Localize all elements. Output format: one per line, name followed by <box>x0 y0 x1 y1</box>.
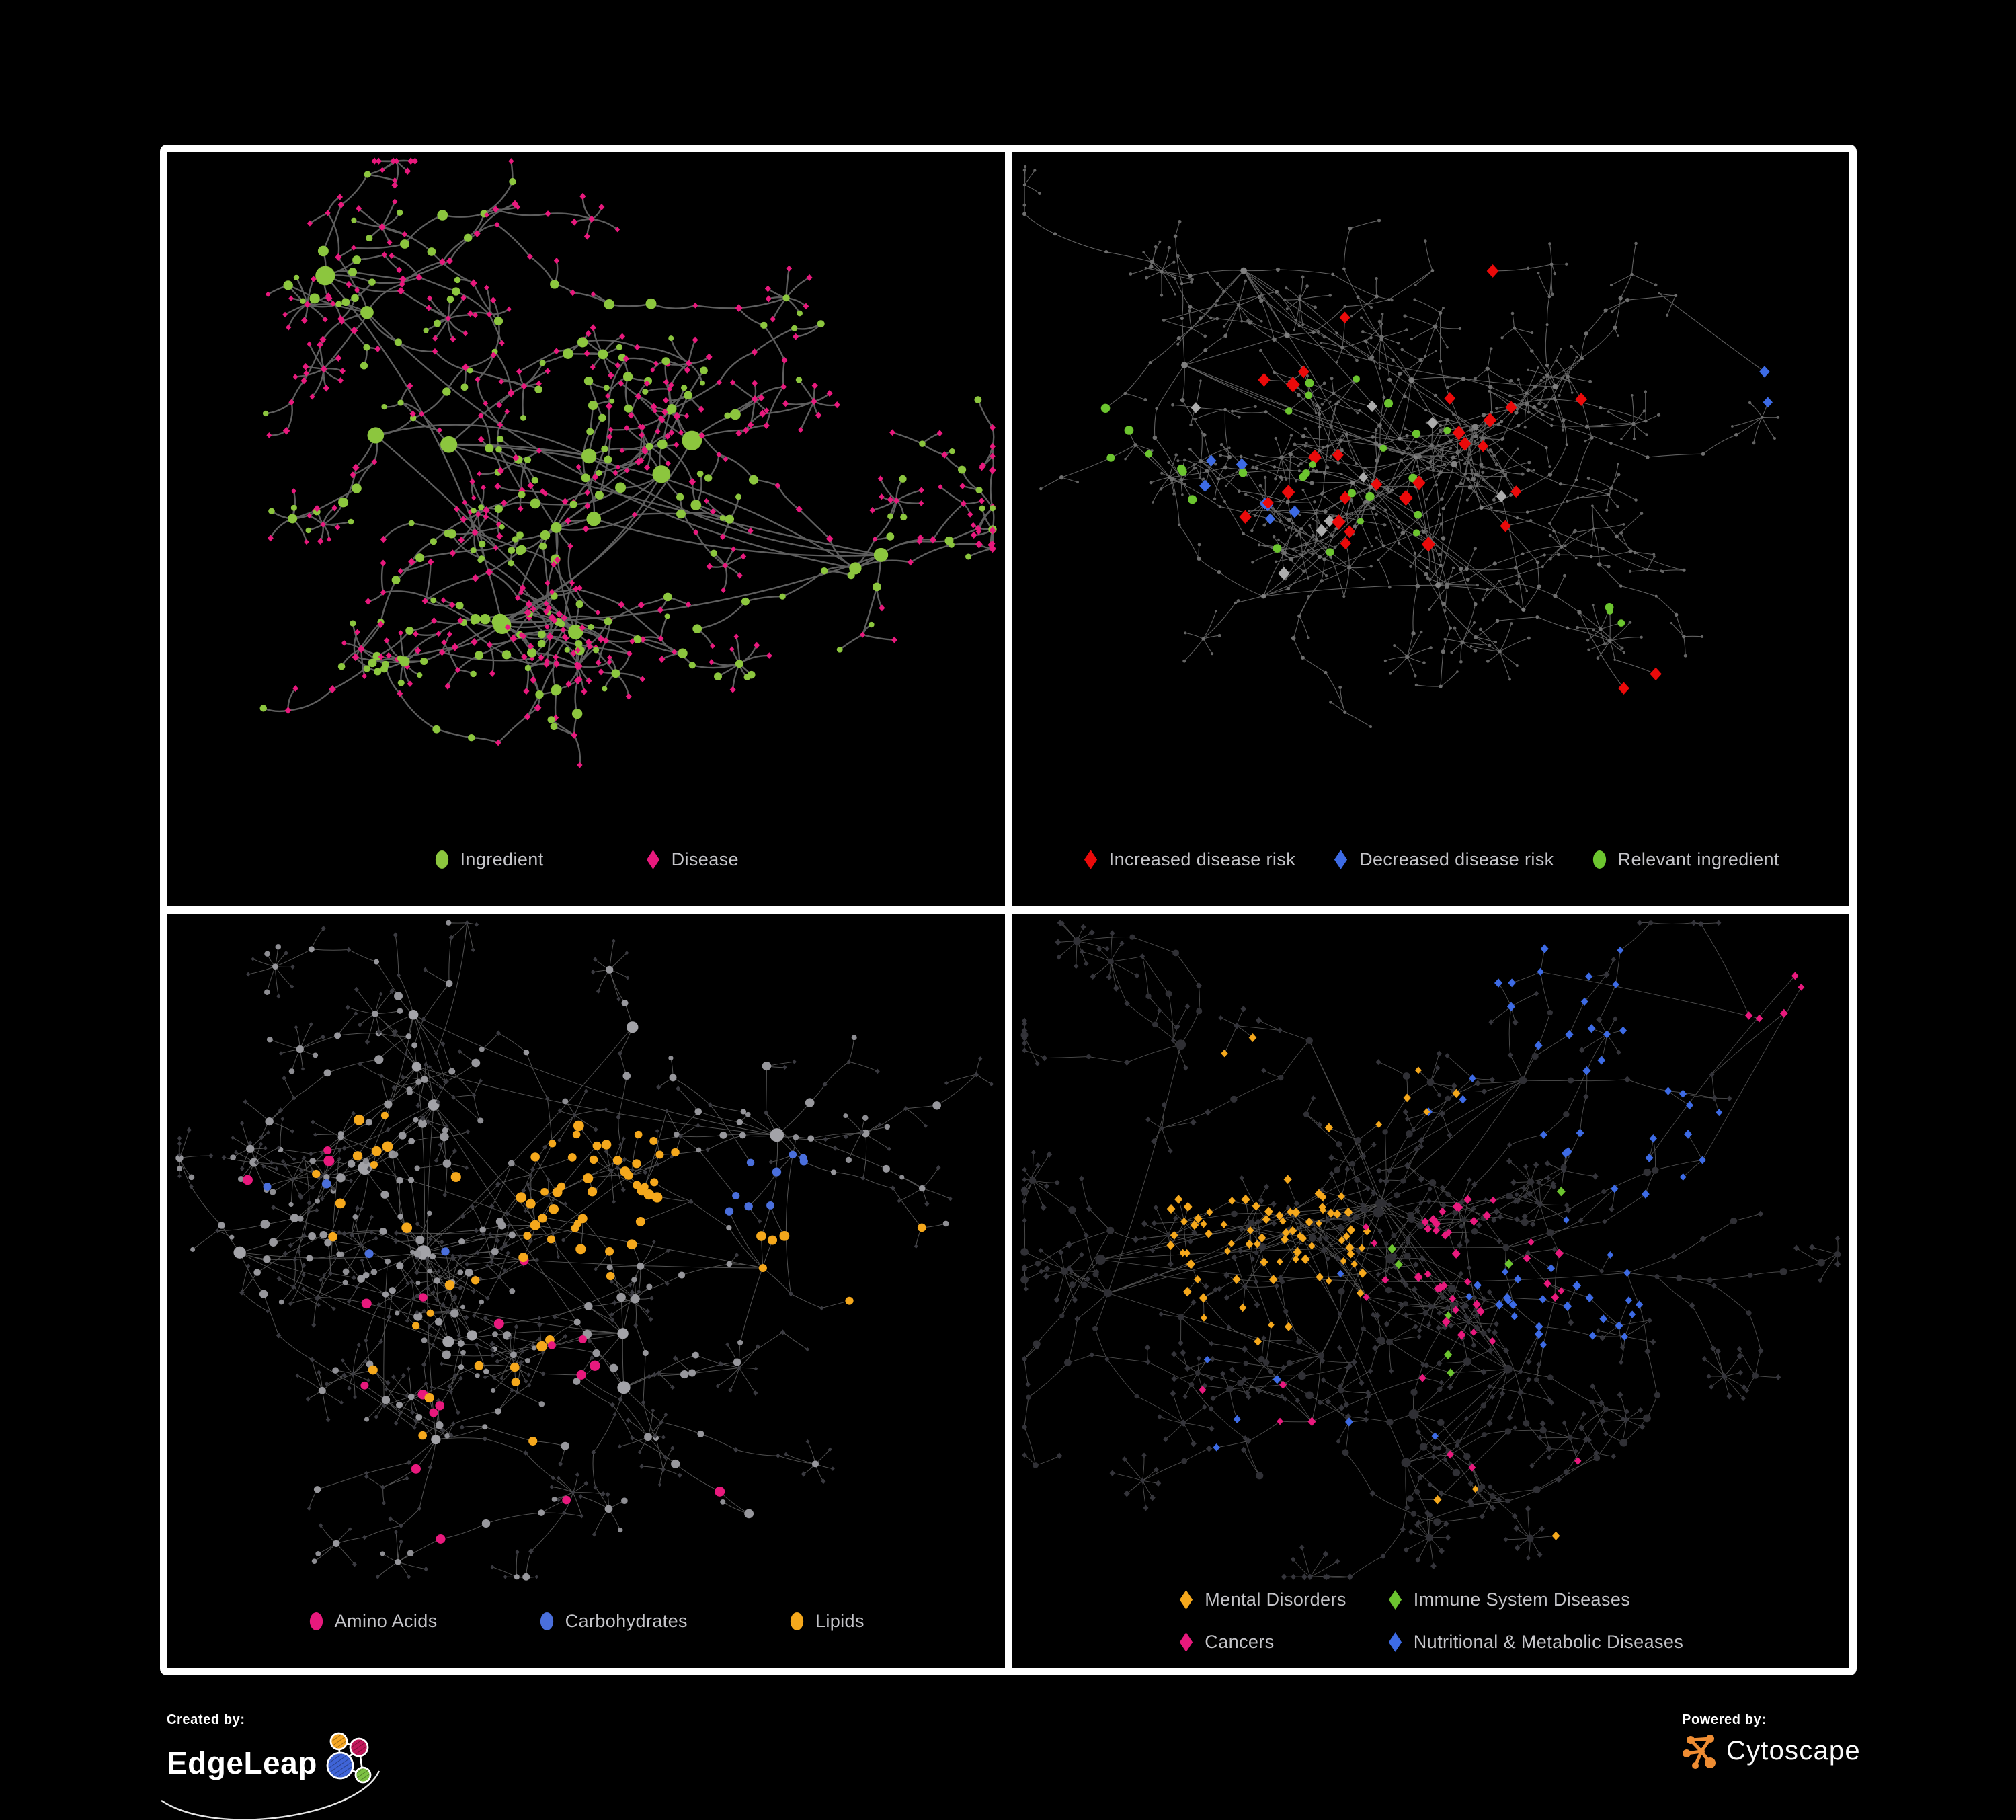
legend-item: Immune System Diseases <box>1387 1589 1683 1611</box>
legend-label: Cancers <box>1205 1632 1275 1652</box>
diamond-marker-icon <box>1388 1590 1402 1610</box>
edgeleap-brand-text: EdgeLeap <box>167 1745 317 1780</box>
circle-marker-icon <box>309 1612 323 1630</box>
network-graph-nutrient-class <box>175 920 994 1581</box>
legend-label: Immune System Diseases <box>1413 1589 1631 1610</box>
powered-by-label: Powered by: <box>1682 1712 1767 1727</box>
cytoscape-logo-icon <box>1683 1735 1716 1769</box>
legend-label: Mental Disorders <box>1205 1589 1346 1610</box>
legend-item: Disease <box>645 848 739 871</box>
legend-item: Carbohydrates <box>538 1610 688 1632</box>
circle-marker-icon <box>790 1612 804 1630</box>
legend-disease-category: Mental Disorders Immune System Diseases Ca… <box>1012 1586 1850 1668</box>
credit-cytoscape: Powered by: Cytoscape <box>1682 1712 1861 1770</box>
network-graph-ingredient-disease <box>259 157 997 768</box>
network-graph-disease-risk <box>1022 165 1779 728</box>
legend-item: Cancers <box>1178 1631 1346 1653</box>
diamond-marker-icon <box>1180 1632 1193 1652</box>
legend-label: Lipids <box>815 1610 864 1631</box>
credit-edgeleap: Created by: EdgeLeap <box>161 1712 409 1820</box>
legend-item: Increased disease risk <box>1082 848 1295 871</box>
legend-label: Disease <box>671 848 739 869</box>
network-graph-disease-category <box>1020 919 1841 1581</box>
legend-ingredient-disease: Ingredient Disease <box>167 824 1005 906</box>
cytoscape-brand-text: Cytoscape <box>1726 1735 1861 1766</box>
legend-item: Lipids <box>789 1610 864 1632</box>
legend-nutrient-class: Amino Acids Carbohydrates Lipids <box>167 1586 1005 1668</box>
diamond-marker-icon <box>646 849 659 869</box>
diamond-marker-icon <box>1334 849 1348 869</box>
panel-disease-risk-network: Increased disease risk Decreased disease … <box>1012 152 1850 906</box>
legend-disease-risk: Increased disease risk Decreased disease … <box>1012 824 1850 906</box>
panel-disease-category-network: Mental Disorders Immune System Diseases Ca… <box>1012 914 1850 1668</box>
legend-item: Relevant ingredient <box>1591 848 1779 871</box>
legend-label: Nutritional & Metabolic Diseases <box>1413 1632 1684 1652</box>
legend-item: Ingredient <box>434 848 544 871</box>
panel-ingredient-disease-network: Ingredient Disease <box>167 152 1005 906</box>
edgeleap-logo-icon <box>326 1732 372 1784</box>
legend-label: Decreased disease risk <box>1359 848 1554 869</box>
circle-marker-icon <box>540 1612 553 1630</box>
figure-grid: Ingredient Disease Increased disease risk… <box>160 145 1857 1675</box>
legend-item: Amino Acids <box>308 1610 438 1632</box>
legend-label: Carbohydrates <box>565 1610 688 1631</box>
circle-marker-icon <box>1592 850 1606 869</box>
circle-marker-icon <box>435 850 448 869</box>
legend-item: Decreased disease risk <box>1332 848 1554 871</box>
diamond-marker-icon <box>1084 849 1097 869</box>
diamond-marker-icon <box>1388 1632 1402 1652</box>
diamond-marker-icon <box>1180 1590 1193 1610</box>
legend-label: Amino Acids <box>334 1610 438 1631</box>
legend-label: Ingredient <box>460 848 544 869</box>
legend-item: Nutritional & Metabolic Diseases <box>1387 1631 1683 1653</box>
legend-label: Relevant ingredient <box>1617 848 1779 869</box>
panel-nutrient-class-network: Amino Acids Carbohydrates Lipids <box>167 914 1005 1668</box>
legend-label: Increased disease risk <box>1108 848 1296 869</box>
created-by-label: Created by: <box>167 1712 245 1727</box>
legend-item: Mental Disorders <box>1178 1589 1346 1611</box>
